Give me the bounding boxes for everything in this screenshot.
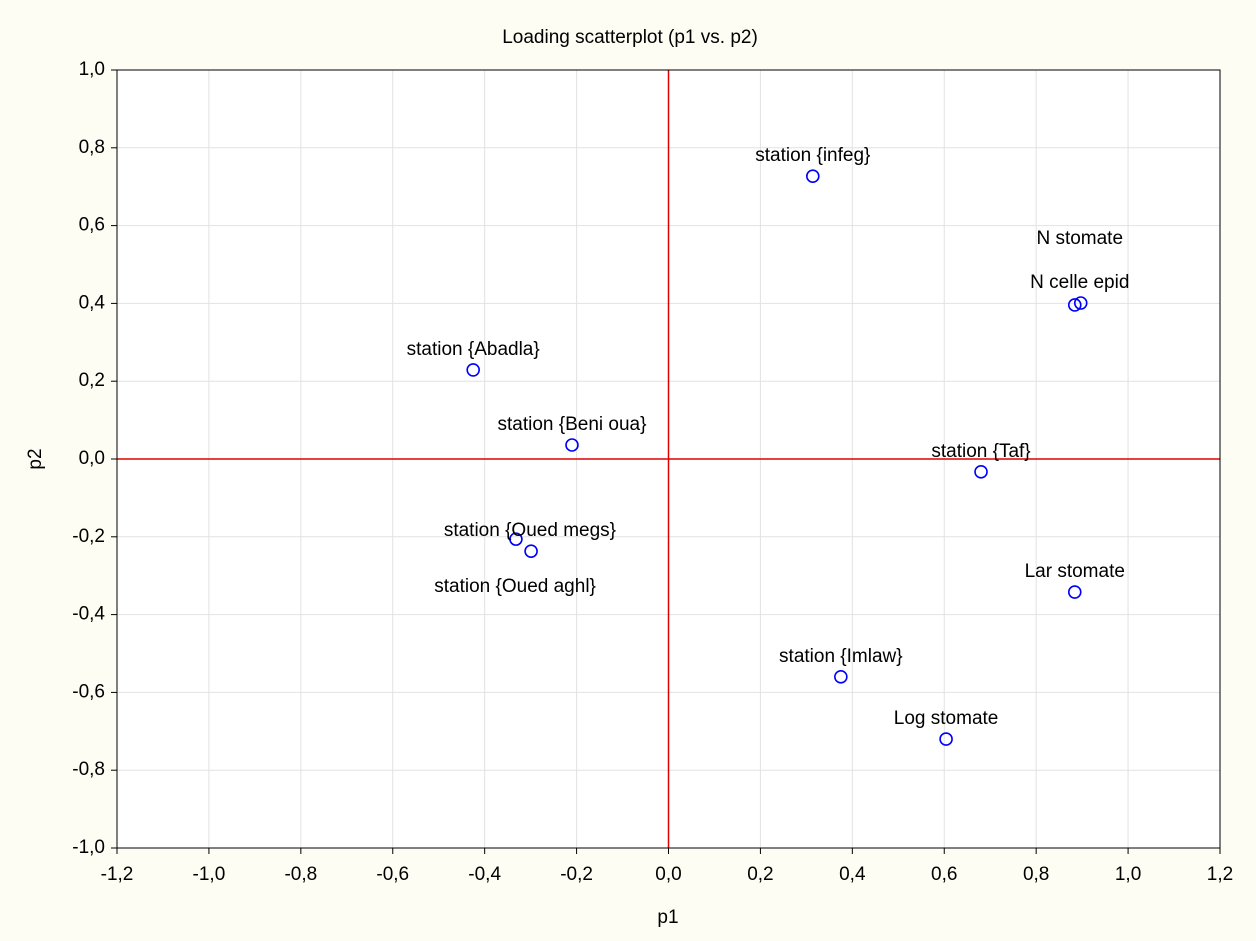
point-label: Log stomate	[894, 708, 999, 729]
x-tick-label: 0,8	[1023, 864, 1049, 885]
y-tick-label: 1,0	[79, 59, 105, 80]
point-label: station {Imlaw}	[779, 646, 903, 667]
y-tick-label: 0,0	[79, 448, 105, 469]
point	[509, 532, 523, 546]
point	[466, 363, 480, 377]
y-tick-label: -1,0	[72, 837, 105, 858]
x-tick-label: -1,2	[101, 864, 134, 885]
x-tick-label: -1,0	[193, 864, 226, 885]
x-tick-label: -0,8	[284, 864, 317, 885]
x-tick-label: 1,2	[1207, 864, 1233, 885]
point	[834, 670, 848, 684]
point	[1067, 298, 1082, 312]
point	[974, 465, 988, 479]
point	[1073, 296, 1088, 310]
y-tick-label: -0,8	[72, 759, 105, 780]
point-label: station {Beni oua}	[498, 414, 647, 435]
point-label: N stomate	[1036, 228, 1123, 249]
x-axis-label: p1	[657, 907, 678, 928]
x-tick-label: 0,4	[839, 864, 866, 885]
x-tick-label: 0,0	[655, 864, 681, 885]
x-tick-label: 1,0	[1115, 864, 1141, 885]
point-label: station {Oued megs}	[444, 520, 616, 541]
y-tick-label: -0,4	[72, 604, 105, 625]
point-label: station {Abadla}	[407, 339, 540, 360]
y-tick-label: -0,2	[72, 526, 105, 547]
point	[806, 169, 820, 183]
point	[565, 438, 579, 452]
x-tick-label: 0,6	[931, 864, 957, 885]
point-label: station {infeg}	[755, 145, 870, 166]
plot-border	[116, 69, 1221, 849]
x-tick-label: 0,2	[747, 864, 773, 885]
point	[1067, 585, 1082, 599]
point	[524, 544, 538, 558]
y-axis-label: p2	[25, 448, 46, 469]
point	[939, 732, 953, 746]
point-label: station {Taf}	[931, 441, 1030, 462]
chart-title: Loading scatterplot (p1 vs. p2)	[502, 27, 758, 48]
y-tick-label: 0,2	[79, 370, 105, 391]
y-tick-label: 0,4	[79, 292, 106, 313]
point-label: Lar stomate	[1025, 561, 1125, 582]
x-tick-label: -0,2	[560, 864, 593, 885]
point-label: station {Oued aghl}	[434, 576, 596, 597]
point-label: N celle epid	[1030, 272, 1129, 293]
x-tick-label: -0,4	[468, 864, 501, 885]
y-tick-label: 0,6	[79, 215, 105, 236]
y-tick-label: -0,6	[72, 681, 105, 702]
x-tick-label: -0,6	[376, 864, 409, 885]
y-tick-label: 0,8	[79, 137, 105, 158]
